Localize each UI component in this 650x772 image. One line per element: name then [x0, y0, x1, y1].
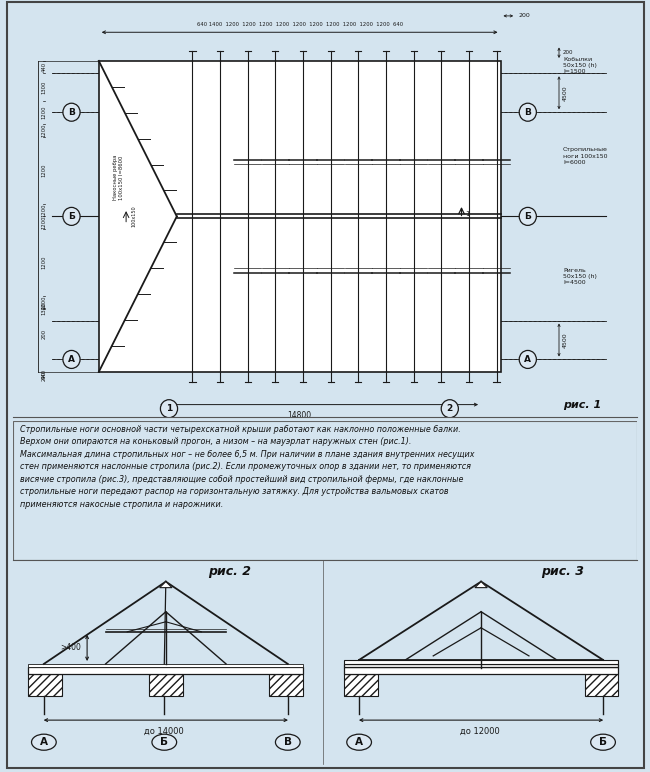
- Bar: [99, 61, 500, 372]
- Text: Б: Б: [599, 737, 607, 747]
- Bar: [344, 674, 378, 696]
- Bar: [344, 667, 618, 674]
- Text: 100х150: 100х150: [132, 205, 137, 227]
- Text: 1200: 1200: [42, 216, 47, 229]
- Text: В: В: [68, 108, 75, 117]
- Bar: [344, 664, 618, 667]
- Bar: [344, 660, 618, 664]
- Text: 200: 200: [518, 13, 530, 19]
- Bar: [584, 674, 619, 696]
- Circle shape: [591, 734, 616, 750]
- Text: 1200: 1200: [42, 106, 47, 120]
- Circle shape: [63, 350, 80, 368]
- Text: 1: 1: [465, 212, 470, 218]
- Text: 1200: 1200: [42, 256, 47, 269]
- Text: А: А: [525, 355, 531, 364]
- Circle shape: [519, 208, 536, 225]
- Text: 2: 2: [447, 405, 453, 413]
- Text: Стропильные ноги основной части четырехскатной крыши работают как наклонно полож: Стропильные ноги основной части четырехс…: [21, 425, 475, 509]
- Text: 1200: 1200: [42, 296, 47, 309]
- Text: 200: 200: [42, 329, 47, 339]
- Text: 200: 200: [563, 50, 573, 56]
- Text: Накосные ребра
100х150 l=8600: Накосные ребра 100х150 l=8600: [113, 154, 124, 200]
- Text: 440: 440: [42, 62, 47, 73]
- Text: А: А: [40, 737, 48, 747]
- Text: Ригель
50х150 (h)
l=4500: Ригель 50х150 (h) l=4500: [563, 268, 597, 286]
- Text: В: В: [284, 737, 292, 747]
- Bar: [29, 674, 62, 696]
- Text: 1: 1: [166, 405, 172, 413]
- Text: Стропильные
ноги 100х150
l=6000: Стропильные ноги 100х150 l=6000: [563, 147, 608, 165]
- Circle shape: [276, 734, 300, 750]
- Bar: [269, 674, 303, 696]
- Text: 640 1400  1200  1200  1200  1200  1200  1200  1200  1200  1200  1200  640: 640 1400 1200 1200 1200 1200 1200 1200 1…: [196, 22, 403, 27]
- Text: 1200: 1200: [42, 124, 47, 137]
- Text: 1200: 1200: [42, 164, 47, 178]
- Text: 14800: 14800: [287, 411, 312, 420]
- Circle shape: [441, 400, 458, 418]
- Text: Б: Б: [525, 212, 531, 221]
- Circle shape: [31, 734, 57, 750]
- Circle shape: [519, 350, 536, 368]
- Text: А: А: [68, 355, 75, 364]
- Polygon shape: [160, 581, 172, 587]
- Circle shape: [152, 734, 177, 750]
- Circle shape: [161, 400, 177, 418]
- Circle shape: [347, 734, 372, 750]
- Text: 200: 200: [42, 371, 47, 381]
- Text: рис. 1: рис. 1: [563, 400, 601, 410]
- Circle shape: [63, 103, 80, 121]
- Text: рис. 2: рис. 2: [207, 565, 251, 578]
- Text: 4500: 4500: [563, 85, 568, 100]
- Text: >400: >400: [60, 643, 81, 652]
- Bar: [29, 667, 303, 674]
- Text: Кобылки
50х150 (h)
l=1500: Кобылки 50х150 (h) l=1500: [563, 57, 597, 74]
- Bar: [149, 674, 183, 696]
- Text: до 14000: до 14000: [144, 727, 184, 736]
- Text: В: В: [525, 108, 531, 117]
- Text: 1300: 1300: [42, 80, 47, 93]
- Circle shape: [519, 103, 536, 121]
- Text: Б: Б: [161, 737, 168, 747]
- Text: 4500: 4500: [563, 332, 568, 348]
- Text: 440: 440: [42, 369, 47, 379]
- Bar: [29, 664, 303, 667]
- Polygon shape: [475, 581, 488, 587]
- Text: до 12000: до 12000: [460, 727, 499, 736]
- Text: Б: Б: [68, 212, 75, 221]
- Circle shape: [63, 208, 80, 225]
- Text: 1300: 1300: [42, 302, 47, 315]
- Text: 1200: 1200: [42, 204, 47, 217]
- Text: рис. 3: рис. 3: [541, 565, 584, 578]
- Text: А: А: [355, 737, 363, 747]
